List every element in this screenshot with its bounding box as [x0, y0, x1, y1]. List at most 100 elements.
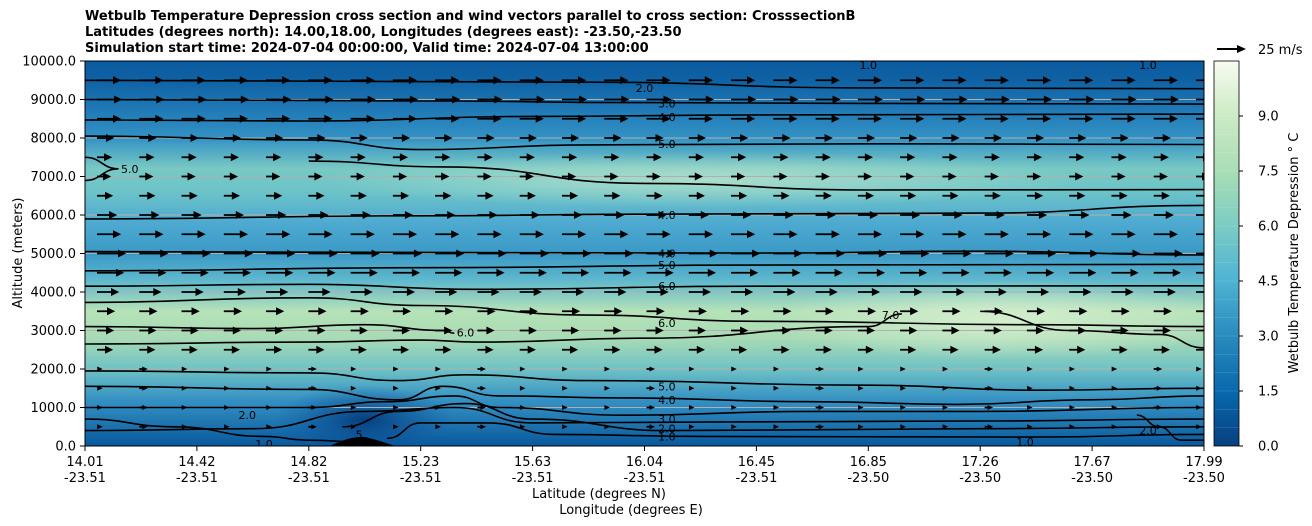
wind-vector — [773, 268, 801, 277]
wind-vector — [308, 172, 323, 181]
wind-vector — [604, 134, 622, 142]
wind-vector-head — [866, 134, 876, 142]
wind-vector — [561, 288, 585, 296]
wind-vector — [857, 76, 883, 85]
wind-vector — [1026, 288, 1050, 296]
wind-vector — [731, 366, 737, 372]
wind-vector-head — [444, 134, 453, 142]
wind-vector — [308, 424, 317, 430]
wind-vector-head — [491, 288, 500, 296]
wind-vector — [815, 405, 825, 410]
wind-vector — [308, 211, 329, 219]
wind-vector-head — [821, 172, 830, 181]
wind-vector — [181, 345, 198, 354]
wind-vector-head — [231, 191, 241, 200]
wind-vector — [181, 76, 206, 85]
wind-vector-head — [400, 191, 410, 200]
wind-vector-head — [282, 230, 291, 239]
wind-vector-head — [660, 288, 669, 296]
wind-vector-head — [408, 76, 418, 85]
wind-vector — [477, 114, 502, 123]
wind-vector-head — [991, 153, 1000, 162]
wind-vector — [181, 172, 196, 181]
wind-vector-head — [327, 268, 336, 277]
wind-vector-head — [311, 385, 317, 391]
wind-vector — [1196, 137, 1204, 139]
contour-label: 1.0 — [658, 430, 676, 443]
wind-vector-head — [649, 366, 655, 372]
wind-vector — [97, 134, 115, 142]
wind-vector-head — [773, 366, 780, 372]
wind-vector — [435, 230, 460, 239]
wind-vector — [900, 76, 925, 85]
wind-vector-head — [942, 405, 949, 410]
wind-vector-head — [398, 172, 408, 181]
wind-vector-head — [992, 345, 1001, 354]
wind-vector — [1026, 268, 1055, 277]
wind-vector-head — [1128, 95, 1137, 104]
wind-vector — [139, 268, 167, 277]
wind-vector-head — [993, 326, 1002, 335]
wind-vector — [646, 366, 655, 372]
wind-vector-head — [146, 153, 155, 162]
wind-vector-head — [187, 172, 196, 181]
wind-vector — [393, 424, 399, 430]
wind-vector — [815, 326, 833, 335]
wind-vector — [435, 307, 454, 316]
wind-vector — [942, 95, 968, 104]
wind-vector — [392, 268, 421, 277]
colorbar-tick-label: 0.0 — [1258, 440, 1279, 455]
wind-vector — [561, 345, 579, 354]
wind-vector-head — [485, 345, 494, 354]
wind-vector — [984, 326, 1002, 335]
contour-label: 7.0 — [882, 309, 900, 322]
wind-vector-head — [399, 153, 409, 162]
wind-vector-head — [1081, 211, 1090, 219]
wind-vector — [815, 268, 843, 277]
wind-vector — [646, 268, 674, 277]
wind-vector — [392, 153, 409, 162]
wind-vector — [308, 288, 331, 296]
contour-line — [85, 283, 1204, 291]
wind-vector — [350, 95, 376, 104]
wind-vector — [97, 366, 103, 372]
wind-vector-head — [316, 345, 325, 354]
wind-vector-head — [282, 76, 291, 85]
wind-vector-head — [285, 268, 294, 277]
wind-vector-head — [665, 268, 674, 277]
wind-vector-head — [782, 134, 791, 142]
wind-vector-head — [1042, 76, 1052, 85]
wind-vector-head — [656, 307, 665, 316]
wind-vector-head — [1156, 385, 1163, 391]
wind-vector — [1026, 153, 1043, 162]
wind-vector-head — [359, 134, 368, 142]
wind-vector-head — [604, 385, 610, 391]
wind-vector-head — [1204, 346, 1212, 354]
wind-vector — [350, 191, 367, 200]
x-tick-label-lon: -23.50 — [847, 471, 889, 486]
wind-vector-head — [1034, 191, 1044, 200]
wind-vector — [1111, 405, 1118, 410]
wind-vector-head — [731, 366, 737, 372]
wind-vector — [1069, 153, 1085, 162]
wind-vector — [139, 95, 165, 104]
wind-vector-head — [942, 385, 949, 391]
wind-vector — [815, 211, 836, 219]
wind-vector-head — [741, 307, 750, 316]
wind-vector — [731, 230, 756, 239]
wind-vector — [97, 76, 122, 85]
wind-vector-head — [1118, 153, 1127, 162]
wind-vector — [561, 249, 592, 258]
wind-vector — [1026, 307, 1046, 316]
plot-title-line-2: Latitudes (degrees north): 14.00,18.00, … — [85, 25, 682, 40]
wind-vector-head — [789, 76, 798, 85]
wind-vector-head — [963, 249, 972, 258]
wind-vector-head — [739, 345, 748, 354]
wind-vector — [139, 249, 169, 258]
wind-vector — [561, 153, 578, 162]
contour-line — [85, 385, 1204, 406]
wind-vector-head — [529, 307, 538, 316]
wind-vector-head — [740, 326, 749, 335]
wind-vector-head — [1027, 424, 1033, 430]
wind-vector-head — [578, 95, 588, 104]
